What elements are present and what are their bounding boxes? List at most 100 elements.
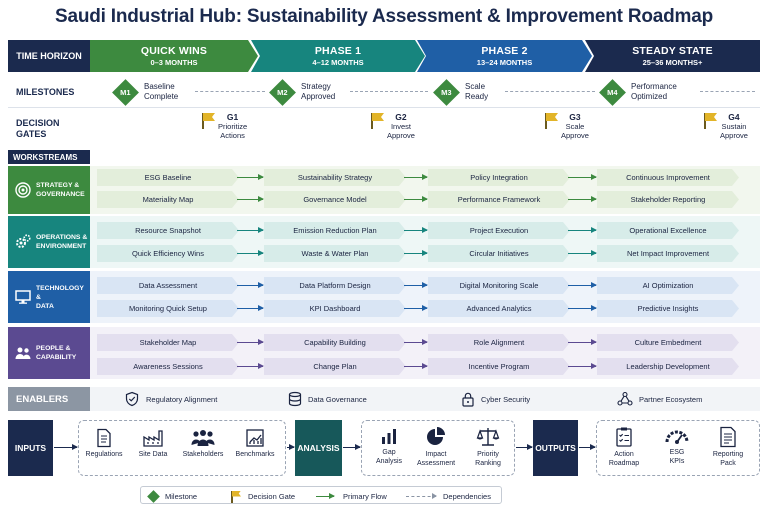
gate-code: G1 [226,112,239,122]
activity-card: Stakeholder Map [97,334,239,351]
activity-card: Emission Reduction Plan [264,222,406,239]
factory-icon [131,428,175,448]
legend-flow: Primary Flow [316,487,387,505]
gate-line2: Actions [220,131,245,140]
gate-text: G4 Sustain Approve [720,112,748,140]
milestone-line1: Scale [465,82,486,91]
gate-g1: G1 Prioritize Actions [200,112,247,140]
workstream-name: PEOPLE & CAPABILITY [36,344,76,362]
gate-g3: G3 Scale Approve [543,112,589,140]
input-label: Stakeholders [182,451,224,458]
workstream-name-line1: PEOPLE & [36,345,71,352]
phase-name: QUICK WINS [140,45,208,57]
activity-card: ESG Baseline [97,169,239,186]
enabler-item: Regulatory Alignment [124,387,217,411]
analysis-label-line2: Assessment [416,459,456,467]
workstream-label-1: STRATEGY & GOVERNANCE [8,166,90,214]
gate-line2: Approve [561,131,589,140]
flow-arrow [237,250,264,256]
activity-card: Digital Monitoring Scale [428,277,570,294]
bar-chart-icon [367,426,411,446]
flow-arrow [54,444,78,450]
milestone-line2: Complete [144,92,179,101]
analysis-label-line1: Priority [477,451,499,458]
flow-arrow [404,250,428,256]
milestone-m1: M1 Baseline Complete [112,78,179,106]
output-label-line2: KPIs [669,457,685,465]
workstream-name: TECHNOLOGY & DATA [36,284,90,311]
flow-arrow [237,196,264,202]
activity-card: Predictive Insights [597,300,739,317]
page-title: Saudi Industrial Hub: Sustainability Ass… [54,6,714,27]
dependency-line [700,91,755,92]
enabler-label: Cyber Security [481,394,531,404]
flag-icon [543,112,559,130]
time-horizon-label: TIME HORIZON [8,40,90,72]
inputs-box: INPUTS [8,420,53,476]
workstreams-label: WORKSTREAMS [8,150,90,164]
network-icon [617,391,633,407]
gate-code: G4 [728,112,740,122]
workstream-name-line2: GOVERNANCE [36,191,85,198]
milestone-m4: M4 Performance Optimized [599,78,677,106]
gate-line2: Approve [720,131,748,140]
input-label: Benchmarks [235,451,275,458]
chart-icon [233,428,277,448]
report-icon [705,426,751,448]
dependency-line [350,91,428,92]
outputs-group [596,420,760,476]
milestone-diamond-icon: M4 [599,78,626,106]
input-item: Site Data [131,428,175,460]
legend-flow-label: Primary Flow [343,491,387,501]
legend-deps: Dependencies [406,487,491,505]
activity-card: Resource Snapshot [97,222,239,239]
workstream-name-line2: ENVIRONMENT [36,243,87,250]
flag-icon [369,112,385,130]
activity-card: Quick Efficiency Wins [97,245,239,262]
gauge-icon [654,426,700,446]
gate-code: G3 [569,112,581,122]
output-item: Reporting Pack [705,426,751,468]
legend-milestone-label: Milestone [165,491,198,501]
document-icon [82,428,126,448]
activity-card: KPI Dashboard [264,300,406,317]
shield-check-icon [124,391,140,407]
phase-3: PHASE 2 13–24 MONTHS [417,40,592,72]
milestone-m3: M3 Scale Ready [433,78,489,106]
workstream-label-4: PEOPLE & CAPABILITY [8,327,90,379]
phase-duration: 4–12 MONTHS [312,58,364,67]
input-label: Regulations [85,451,123,458]
milestone-code: M1 [120,87,131,97]
flow-arrow [568,363,597,369]
analysis-box: ANALYSIS [295,420,342,476]
activity-card: Leadership Development [597,358,739,375]
workstream-name-line2: CAPABILITY [36,354,77,361]
inputs-group [78,420,286,476]
phase-name: STEADY STATE [632,45,713,57]
flow-arrow [568,227,597,233]
flag-icon [200,112,216,130]
database-icon [288,391,302,407]
gate-line1: Scale [565,122,585,131]
activity-card: Circular Initiatives [428,245,570,262]
milestone-diamond-icon: M3 [433,78,460,106]
gates-label-line1: DECISION [16,118,60,128]
flow-arrow [404,305,428,311]
phase-name: PHASE 1 [314,45,362,57]
activity-card: Advanced Analytics [428,300,570,317]
enabler-item: Cyber Security [461,387,530,411]
phase-name: PHASE 2 [481,45,528,57]
phase-duration: 25–36 MONTHS+ [642,58,703,67]
milestone-line2: Ready [465,92,489,101]
flow-arrow [568,196,597,202]
activity-card: AI Optimization [597,277,739,294]
activity-card: Monitoring Quick Setup [97,300,239,317]
milestones-label: MILESTONES [16,86,75,97]
analysis-item: Priority Ranking [466,426,510,468]
activity-card: Net Impact Improvement [597,245,739,262]
analysis-item: Impact Assessment [414,426,458,468]
activity-card: Stakeholder Reporting [597,191,739,208]
milestone-line1: Performance [631,82,677,91]
gate-line1: Invest [390,122,411,131]
output-label-line1: Reporting [712,451,744,458]
